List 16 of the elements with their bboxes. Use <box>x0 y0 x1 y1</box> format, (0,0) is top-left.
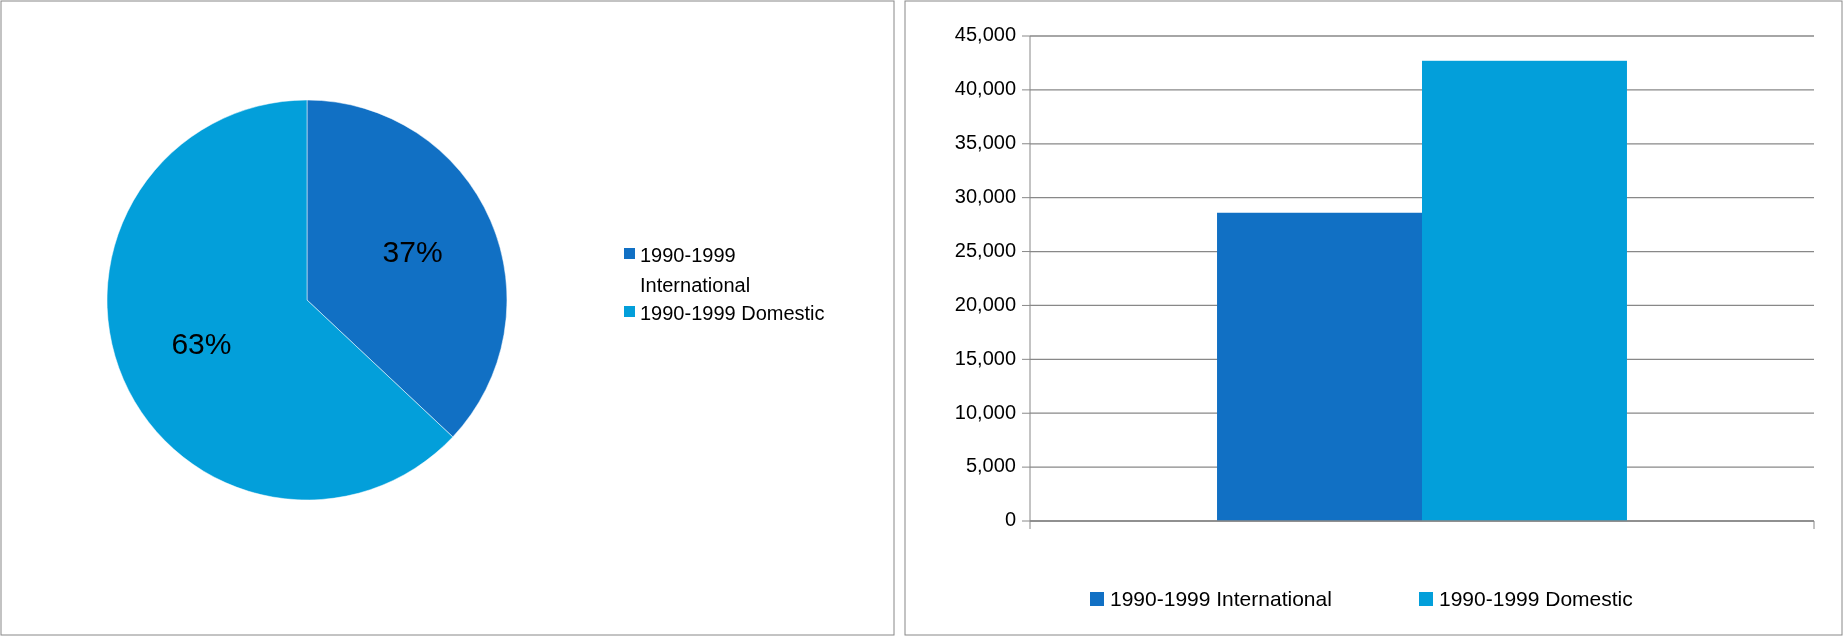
legend-label: 1990-1999 Domestic <box>1439 587 1633 610</box>
y-tick-label: 30,000 <box>954 184 1016 207</box>
y-tick-label: 20,000 <box>954 292 1016 315</box>
y-tick-label: 5,000 <box>965 454 1016 477</box>
y-tick-label: 25,000 <box>954 238 1016 261</box>
y-tick-label: 15,000 <box>954 346 1016 369</box>
legend-label: 1990-1999 Domestic <box>640 302 825 324</box>
y-tick-label: 45,000 <box>954 23 1016 46</box>
legend-label: 1990-1999 International <box>640 244 751 296</box>
data-label: 63% <box>171 326 232 360</box>
y-tick-label: 0 <box>1004 508 1016 531</box>
y-tick-label: 35,000 <box>954 131 1016 154</box>
y-tick-label: 10,000 <box>954 400 1016 423</box>
legend-label: 1990-1999 International <box>1110 587 1332 610</box>
data-label: 37% <box>382 235 443 269</box>
y-tick-label: 40,000 <box>954 77 1016 100</box>
